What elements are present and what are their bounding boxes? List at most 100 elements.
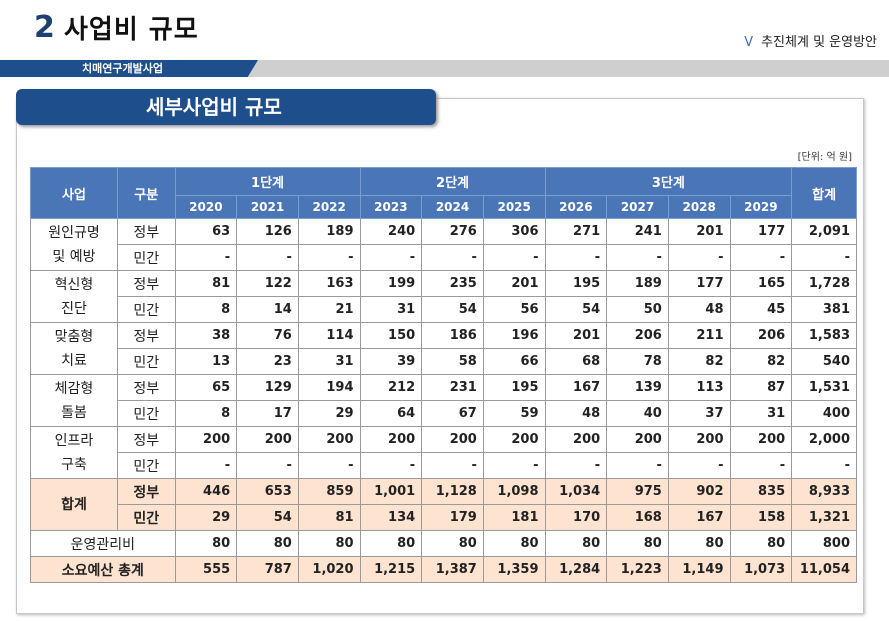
- value-cell: 59: [482, 400, 546, 427]
- value-cell: 168: [606, 504, 669, 531]
- value-cell: 200: [667, 426, 731, 453]
- value-cell: 14: [236, 296, 299, 323]
- value-cell: 158: [729, 504, 793, 531]
- value-cell: 80: [606, 530, 669, 557]
- value-cell: 194: [297, 374, 361, 401]
- header-band: 치매연구개발사업: [0, 60, 889, 78]
- value-cell: 48: [667, 296, 731, 323]
- value-cell: 271: [544, 218, 608, 245]
- value-cell: -: [174, 452, 238, 479]
- type-label: 정부: [116, 270, 176, 297]
- value-cell: 200: [359, 426, 423, 453]
- value-cell: 37: [667, 400, 731, 427]
- project-label: 맞춤형 치료: [30, 322, 118, 375]
- section-number: 2: [34, 10, 55, 45]
- value-cell: 240: [359, 218, 423, 245]
- value-cell: 38: [174, 322, 238, 349]
- value-cell: -: [297, 244, 361, 271]
- value-cell: 80: [359, 530, 423, 557]
- project-label: 원인규명 및 예방: [30, 218, 118, 271]
- value-cell: 8: [174, 400, 238, 427]
- header-project: 사업: [30, 167, 118, 219]
- total-cell: 800: [791, 530, 857, 557]
- total-cell: 2,000: [791, 426, 857, 453]
- value-cell: -: [421, 452, 484, 479]
- value-cell: 29: [174, 504, 238, 531]
- header-stage-1: 1단계: [174, 167, 361, 196]
- total-cell: 1,583: [791, 322, 857, 349]
- total-cell: 400: [791, 400, 857, 427]
- project-label: 인프라 구축: [30, 426, 118, 479]
- value-cell: 1,128: [421, 478, 484, 505]
- value-cell: 163: [297, 270, 361, 297]
- value-cell: 170: [544, 504, 608, 531]
- header-year: 2022: [297, 195, 361, 219]
- value-cell: 1,020: [297, 556, 361, 583]
- value-cell: 199: [359, 270, 423, 297]
- value-cell: 177: [729, 218, 793, 245]
- value-cell: -: [667, 452, 731, 479]
- value-cell: 8: [174, 296, 238, 323]
- total-cell: 1,531: [791, 374, 857, 401]
- value-cell: 139: [606, 374, 669, 401]
- type-label: 정부: [116, 374, 176, 401]
- row-label: 소요예산 총계: [30, 556, 176, 583]
- value-cell: 58: [421, 348, 484, 375]
- value-cell: 902: [667, 478, 731, 505]
- header-year: 2026: [544, 195, 608, 219]
- value-cell: 555: [174, 556, 238, 583]
- project-label: 혁신형 진단: [30, 270, 118, 323]
- value-cell: 165: [729, 270, 793, 297]
- table-row: 민간 8 17 29 64 67 59 48 40 37 31 400: [31, 400, 857, 427]
- table-row: 민간 8 14 21 31 54 56 54 50 48 45 381: [31, 296, 857, 323]
- value-cell: 67: [421, 400, 484, 427]
- value-cell: 189: [297, 218, 361, 245]
- type-label: 민간: [116, 504, 176, 531]
- value-cell: -: [544, 244, 608, 271]
- value-cell: 201: [482, 270, 546, 297]
- value-cell: 200: [482, 426, 546, 453]
- total-cell: 1,321: [791, 504, 857, 531]
- value-cell: -: [359, 244, 423, 271]
- value-cell: 1,149: [667, 556, 731, 583]
- table-row: 민간 - - - - - - - - - - -: [31, 452, 857, 479]
- table-row: 운영관리비 80 80 80 80 80 80 80 80 80 80 800: [30, 530, 857, 557]
- value-cell: 200: [544, 426, 608, 453]
- total-cell: 381: [791, 296, 857, 323]
- content-panel: [16, 98, 864, 614]
- value-cell: 195: [482, 374, 546, 401]
- header-year: 2029: [729, 195, 793, 219]
- table-row: 민간 13 23 31 39 58 66 68 78 82 82 540: [31, 348, 857, 375]
- header-stage-3: 3단계: [544, 167, 793, 196]
- value-cell: 134: [359, 504, 423, 531]
- value-cell: 48: [544, 400, 608, 427]
- value-cell: -: [236, 452, 299, 479]
- value-cell: 81: [174, 270, 238, 297]
- type-label: 민간: [116, 348, 176, 375]
- header-year: 2028: [667, 195, 731, 219]
- value-cell: 31: [729, 400, 793, 427]
- value-cell: -: [359, 452, 423, 479]
- value-cell: 179: [421, 504, 484, 531]
- value-cell: 63: [174, 218, 238, 245]
- band-label: 치매연구개발사업: [82, 62, 163, 75]
- value-cell: 122: [236, 270, 299, 297]
- value-cell: 200: [236, 426, 299, 453]
- total-cell: -: [791, 244, 857, 271]
- value-cell: 835: [729, 478, 793, 505]
- value-cell: -: [667, 244, 731, 271]
- value-cell: 859: [297, 478, 361, 505]
- value-cell: 113: [667, 374, 731, 401]
- value-cell: 21: [297, 296, 361, 323]
- type-label: 민간: [116, 400, 176, 427]
- header-year: 2024: [421, 195, 484, 219]
- value-cell: 54: [544, 296, 608, 323]
- value-cell: 80: [421, 530, 484, 557]
- value-cell: 201: [667, 218, 731, 245]
- value-cell: 1,073: [729, 556, 793, 583]
- value-cell: 231: [421, 374, 484, 401]
- value-cell: 31: [297, 348, 361, 375]
- header-year: 2027: [606, 195, 669, 219]
- value-cell: 39: [359, 348, 423, 375]
- value-cell: 29: [297, 400, 361, 427]
